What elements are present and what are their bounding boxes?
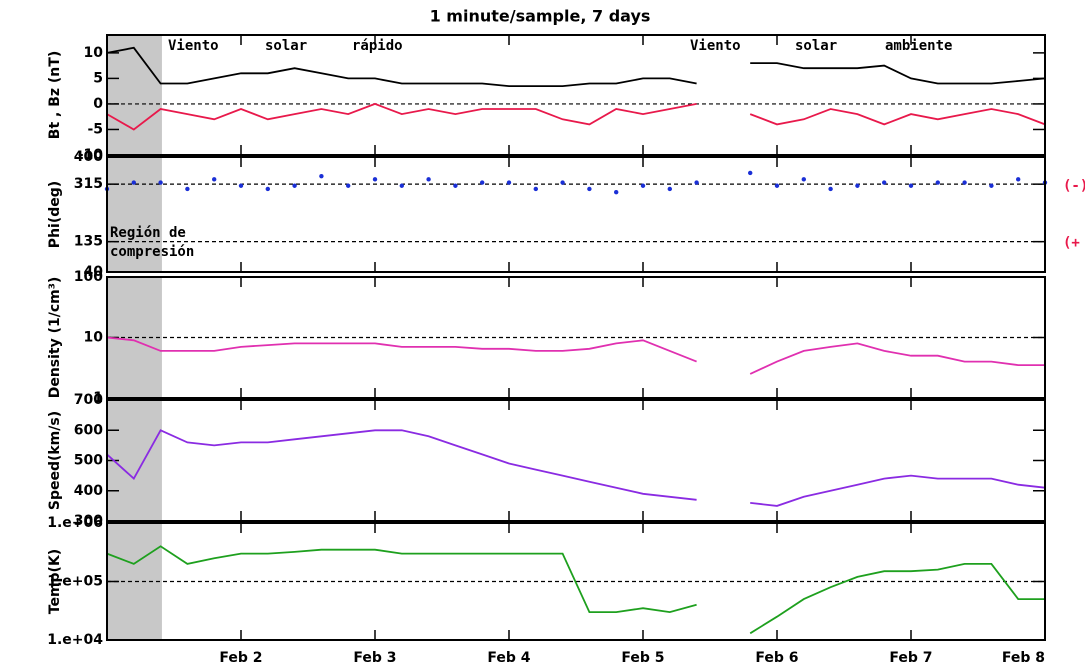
series-line	[106, 46, 1046, 87]
data-point	[935, 180, 940, 185]
y-axis-label: Density (1/cm³)	[47, 277, 63, 399]
data-point	[292, 183, 297, 188]
annotation: (+	[1063, 235, 1080, 251]
y-tick-label: 1	[93, 390, 103, 406]
panel-frame	[106, 156, 1046, 273]
y-axis-label: Temp(K)	[47, 549, 63, 614]
data-point	[158, 180, 163, 185]
data-point	[533, 186, 538, 192]
chart-title: 1 minute/sample, 7 days	[430, 7, 651, 26]
y-axis-label: Phi(deg)	[47, 181, 63, 248]
panel-frame	[106, 399, 1046, 522]
annotation: (-)	[1063, 178, 1085, 194]
data-point	[372, 177, 378, 182]
y-tick-label: 100	[74, 269, 103, 285]
data-point	[989, 183, 994, 188]
x-tick-label: Feb 7	[889, 650, 932, 666]
y-tick-label: 0	[93, 96, 103, 112]
panel-frame	[106, 276, 1046, 399]
y-tick-label: 135	[74, 234, 103, 250]
y-tick-label: 400	[74, 149, 103, 165]
y-tick-label: 300	[74, 513, 103, 529]
data-point	[614, 189, 619, 195]
series-line	[106, 429, 1046, 507]
annotation: Viento	[690, 38, 741, 54]
data-point	[694, 180, 699, 185]
data-point	[480, 180, 485, 185]
data-point	[855, 183, 860, 188]
annotation: Región de	[110, 225, 186, 241]
annotation: compresión	[110, 244, 194, 260]
y-tick-label: -5	[87, 121, 103, 137]
y-tick-label: 600	[74, 422, 103, 438]
data-point	[828, 186, 833, 192]
data-point	[640, 183, 646, 188]
x-tick-label: Feb 2	[219, 650, 262, 666]
panel-frame	[106, 34, 1046, 156]
panel-frame	[106, 522, 1046, 641]
y-tick-label: 10	[84, 330, 104, 346]
series-line	[106, 102, 1046, 131]
data-point	[131, 180, 136, 185]
y-tick-label: 400	[74, 483, 103, 499]
shaded-region	[107, 35, 162, 155]
data-point	[801, 177, 806, 182]
data-point	[882, 180, 887, 185]
annotation: rápido	[352, 38, 403, 54]
annotation: solar	[795, 38, 837, 54]
data-point	[238, 183, 244, 188]
data-point	[748, 170, 753, 176]
shaded-region	[107, 157, 162, 272]
y-tick-label: 1.e+05	[47, 574, 103, 590]
data-point	[506, 180, 512, 185]
annotation: solar	[265, 38, 307, 54]
annotation: Viento	[168, 38, 219, 54]
y-axis-label: Bt , Bz (nT)	[47, 51, 63, 139]
data-point	[774, 183, 780, 188]
series-line	[106, 545, 1045, 635]
data-point	[962, 180, 967, 185]
annotation: ambiente	[885, 38, 952, 54]
series-line	[106, 336, 1045, 375]
data-point	[265, 186, 270, 192]
data-point	[560, 180, 565, 185]
data-point	[185, 186, 190, 192]
y-tick-label: 10	[84, 45, 104, 61]
y-tick-label: 1.e+06	[47, 515, 103, 531]
data-point	[453, 183, 458, 188]
y-tick-label: 1.e+04	[47, 632, 103, 648]
data-point	[346, 183, 351, 188]
data-point	[908, 183, 914, 188]
data-point	[319, 173, 324, 179]
y-tick-label: 700	[74, 392, 103, 408]
data-point	[587, 186, 592, 192]
y-tick-label: 5	[93, 70, 103, 86]
data-point	[212, 177, 217, 182]
y-tick-label: -10	[78, 147, 104, 163]
x-tick-label: Feb 5	[621, 650, 664, 666]
y-tick-label: 315	[74, 176, 103, 192]
data-point	[399, 183, 404, 188]
y-axis-label: Speed(km/s)	[47, 411, 63, 510]
y-tick-label: 40	[84, 264, 104, 280]
y-tick-label: 500	[74, 453, 103, 469]
x-tick-label: Feb 4	[487, 650, 530, 666]
x-tick-label: Feb 8	[1002, 650, 1045, 666]
data-point	[1016, 177, 1021, 182]
data-point	[667, 186, 672, 192]
data-point	[426, 177, 431, 182]
x-tick-label: Feb 3	[353, 650, 396, 666]
x-tick-label: Feb 6	[755, 650, 798, 666]
